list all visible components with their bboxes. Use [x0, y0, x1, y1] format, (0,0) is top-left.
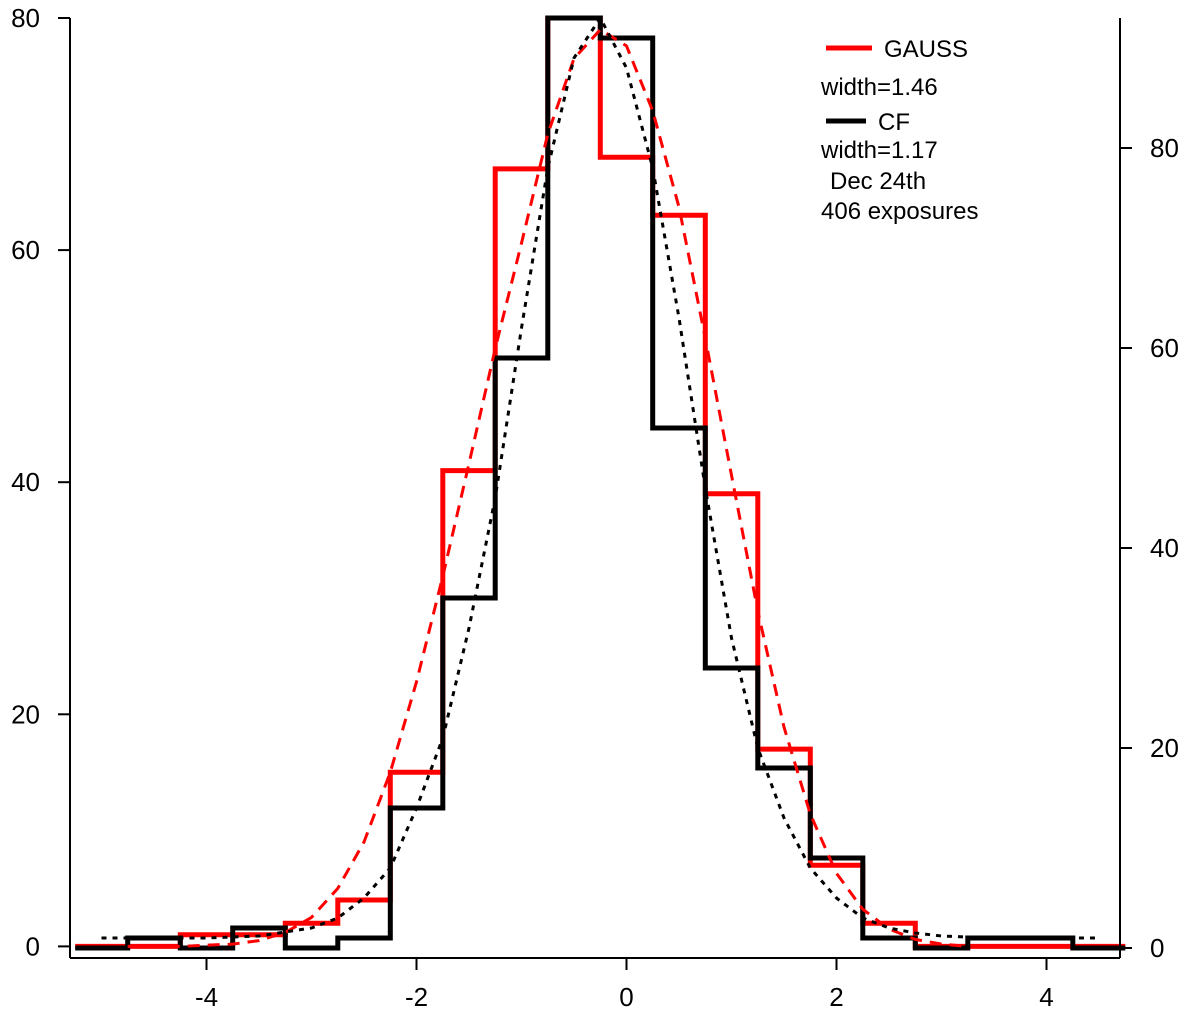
fit-curve-gauss: [127, 28, 968, 948]
fit-curve-cf: [101, 16, 1099, 940]
legend-note-cf-width: width=1.17: [820, 137, 938, 164]
x-tick-label: 4: [1039, 982, 1053, 1012]
y-left-tick-label: 0: [26, 931, 40, 961]
y-left-tick-label: 60: [11, 235, 40, 265]
legend-note-gauss-width: width=1.46: [820, 74, 938, 101]
y-right-tick-label: 40: [1150, 533, 1179, 563]
x-tick-label: 2: [829, 982, 843, 1012]
legend-note-exposures: 406 exposures: [821, 198, 978, 225]
y-right-tick-label: 0: [1150, 933, 1164, 963]
y-right-tick-label: 80: [1150, 133, 1179, 163]
legend-label-gauss: GAUSS: [884, 36, 968, 63]
histogram-gauss: [75, 15, 1126, 949]
x-tick-label: -4: [195, 982, 218, 1012]
x-tick-label: -2: [405, 982, 428, 1012]
y-left-tick-label: 80: [11, 3, 40, 33]
y-left-tick-label: 40: [11, 467, 40, 497]
y-right-tick-label: 60: [1150, 333, 1179, 363]
x-tick-label: 0: [619, 982, 633, 1012]
legend-note-date: Dec 24th: [830, 168, 926, 195]
plot-area: [75, 15, 1126, 951]
y-right-tick-label: 20: [1150, 733, 1179, 763]
legend: GAUSS width=1.46 CF width=1.17 Dec 24th …: [820, 36, 978, 225]
legend-label-cf: CF: [878, 109, 910, 136]
y-left-tick-label: 20: [11, 699, 40, 729]
